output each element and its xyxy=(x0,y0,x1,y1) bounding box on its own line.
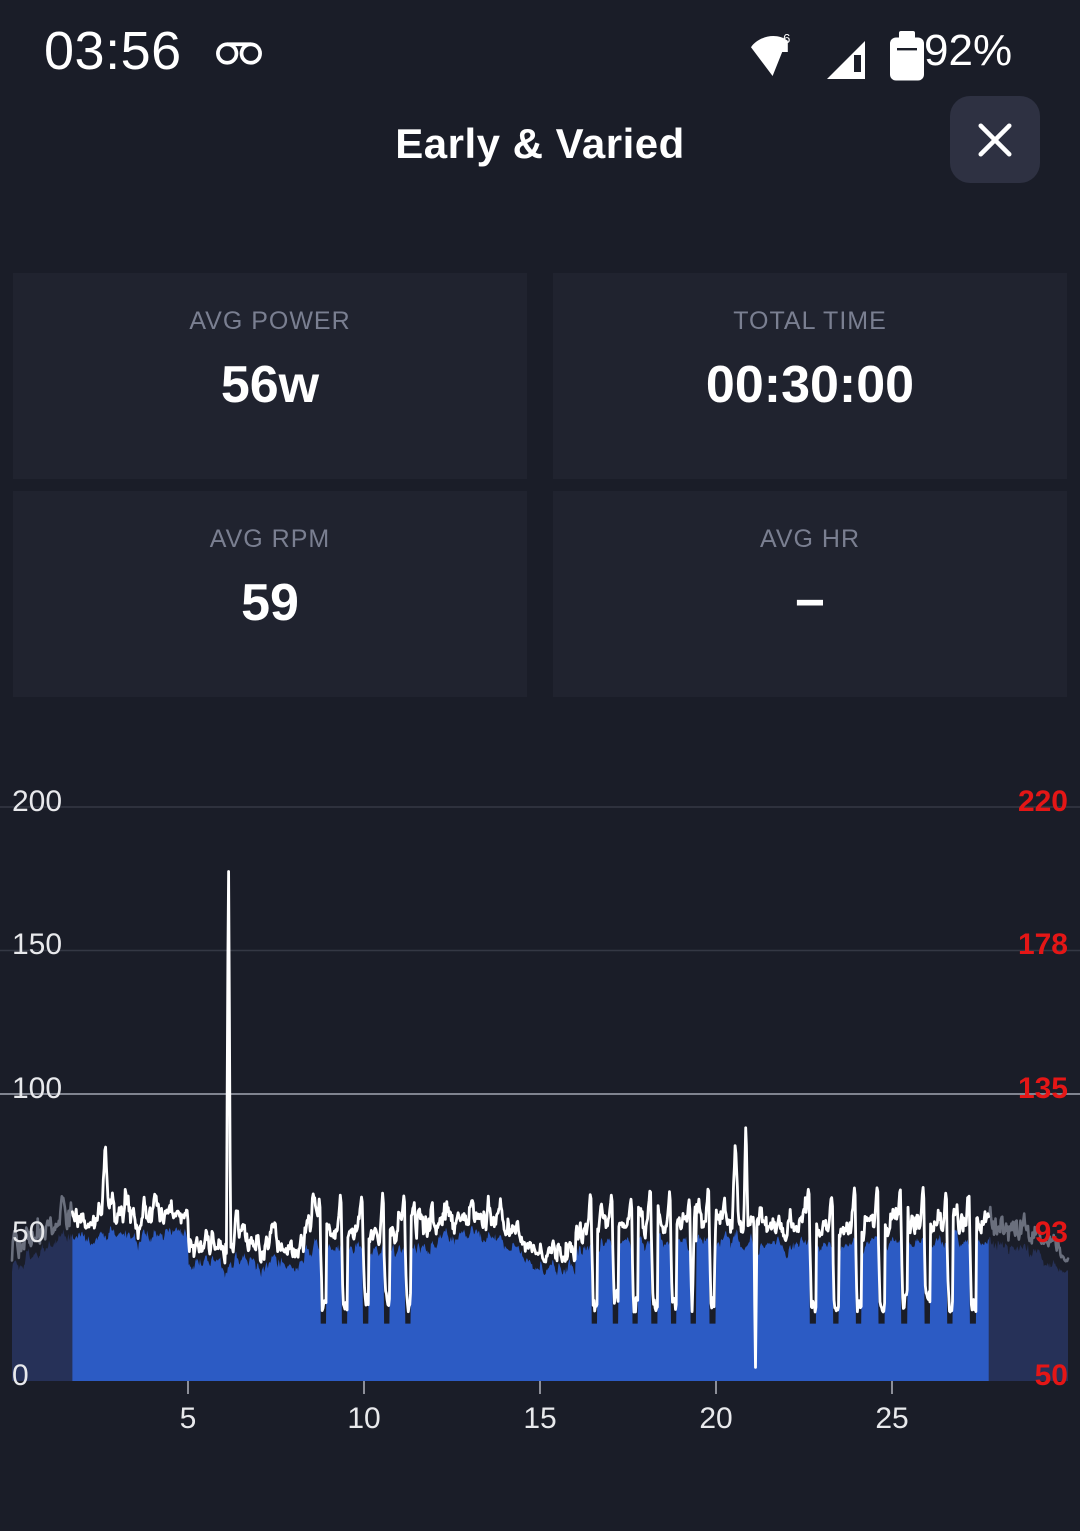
svg-text:6: 6 xyxy=(783,31,790,46)
